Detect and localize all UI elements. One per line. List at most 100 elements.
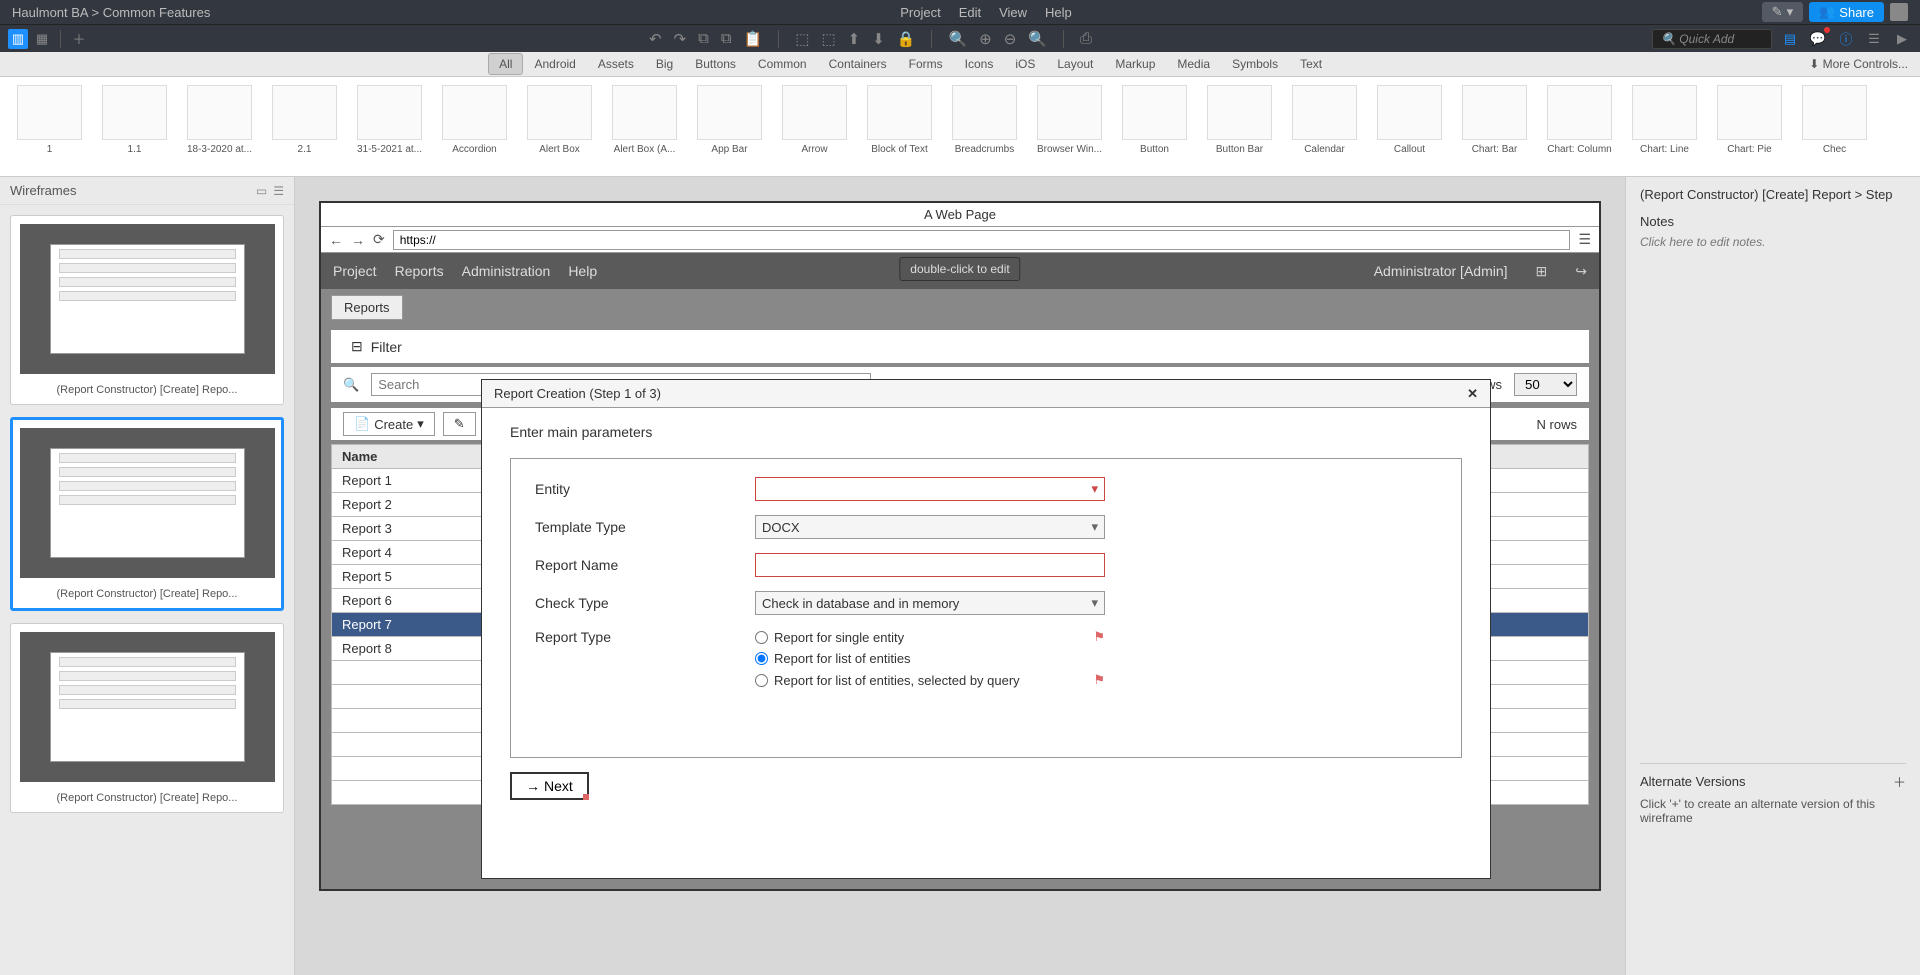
component-tab-forms[interactable]: Forms xyxy=(898,53,954,75)
panel1-icon[interactable]: ▤ xyxy=(1780,29,1800,49)
reports-tab[interactable]: Reports xyxy=(331,295,403,320)
single-view-icon[interactable]: ▥ xyxy=(8,29,28,49)
component-item[interactable]: Breadcrumbs xyxy=(947,85,1022,168)
thumb-view-icon[interactable]: ☰ xyxy=(273,184,284,198)
component-tab-big[interactable]: Big xyxy=(645,53,684,75)
component-item[interactable]: App Bar xyxy=(692,85,767,168)
app-menu-admin[interactable]: Administration xyxy=(462,263,551,279)
entity-combo[interactable]: ▾ xyxy=(755,477,1105,501)
group-icon[interactable]: ⬚ xyxy=(795,30,809,48)
component-tab-media[interactable]: Media xyxy=(1166,53,1221,75)
component-item[interactable]: Arrow xyxy=(777,85,852,168)
wireframe-card[interactable]: (Report Constructor) [Create] Repo... xyxy=(10,417,284,611)
radio-input[interactable] xyxy=(755,631,768,644)
reload-icon[interactable]: ⟳ xyxy=(373,231,385,248)
grid-view-icon[interactable]: ▦ xyxy=(32,29,52,49)
component-item[interactable]: Chart: Pie xyxy=(1712,85,1787,168)
component-item[interactable]: Button Bar xyxy=(1202,85,1277,168)
radio-option[interactable]: Report for single entity⚑ xyxy=(755,629,1105,645)
notes-hint[interactable]: Click here to edit notes. xyxy=(1640,235,1906,249)
logout-icon[interactable]: ↪ xyxy=(1575,263,1587,280)
wireframe-card[interactable]: (Report Constructor) [Create] Repo... xyxy=(10,623,284,813)
component-tab-symbols[interactable]: Symbols xyxy=(1221,53,1289,75)
chat-icon[interactable]: 💬 xyxy=(1808,29,1828,49)
url-input[interactable] xyxy=(393,230,1571,250)
component-item[interactable]: Accordion xyxy=(437,85,512,168)
component-tab-all[interactable]: All xyxy=(488,53,523,75)
wireframe-card[interactable]: (Report Constructor) [Create] Repo... xyxy=(10,215,284,405)
undo-icon[interactable]: ↶ xyxy=(649,30,662,48)
component-tab-containers[interactable]: Containers xyxy=(818,53,898,75)
component-item[interactable]: Calendar xyxy=(1287,85,1362,168)
component-tab-icons[interactable]: Icons xyxy=(954,53,1005,75)
share-button[interactable]: 👥Share xyxy=(1809,2,1884,22)
radio-option[interactable]: Report for list of entities, selected by… xyxy=(755,672,1105,688)
add-version-button[interactable]: ＋ xyxy=(1893,772,1906,791)
windows-icon[interactable]: ⊞ xyxy=(1536,263,1548,280)
play-icon[interactable]: ▶ xyxy=(1892,29,1912,49)
quick-add-input[interactable]: 🔍 Quick Add xyxy=(1652,29,1772,49)
component-item[interactable]: Chart: Column xyxy=(1542,85,1617,168)
rows-select[interactable]: 50 xyxy=(1514,373,1577,396)
component-tab-assets[interactable]: Assets xyxy=(587,53,645,75)
paste-icon[interactable]: 📋 xyxy=(744,30,763,48)
check-type-combo[interactable]: Check in database and in memory▾ xyxy=(755,591,1105,615)
zoom-fit-icon[interactable]: ⊕ xyxy=(979,30,992,48)
edit-button[interactable]: ✎▾ xyxy=(1762,2,1803,22)
close-icon[interactable]: ✕ xyxy=(1467,386,1478,402)
component-tab-layout[interactable]: Layout xyxy=(1046,53,1104,75)
radio-input[interactable] xyxy=(755,652,768,665)
component-item[interactable]: Chart: Line xyxy=(1627,85,1702,168)
panel2-icon[interactable]: ☰ xyxy=(1864,29,1884,49)
menu-icon[interactable]: ☰ xyxy=(1578,231,1591,248)
component-item[interactable]: Browser Win... xyxy=(1032,85,1107,168)
component-tab-buttons[interactable]: Buttons xyxy=(684,53,747,75)
component-item[interactable]: 18-3-2020 at... xyxy=(182,85,257,168)
menu-edit[interactable]: Edit xyxy=(959,5,981,20)
component-tab-text[interactable]: Text xyxy=(1289,53,1333,75)
app-menu-reports[interactable]: Reports xyxy=(395,263,444,279)
redo-icon[interactable]: ↷ xyxy=(674,30,687,48)
component-item[interactable]: 31-5-2021 at... xyxy=(352,85,427,168)
template-combo[interactable]: DOCX▾ xyxy=(755,515,1105,539)
radio-input[interactable] xyxy=(755,674,768,687)
component-item[interactable]: Block of Text xyxy=(862,85,937,168)
menu-project[interactable]: Project xyxy=(900,5,940,20)
zoom-actual-icon[interactable]: ⊖ xyxy=(1004,30,1017,48)
component-item[interactable]: 2.1 xyxy=(267,85,342,168)
component-item[interactable]: Chart: Bar xyxy=(1457,85,1532,168)
export-icon[interactable]: ⎙ xyxy=(1080,30,1092,48)
copy-icon[interactable]: ⧉ xyxy=(698,30,709,48)
component-item[interactable]: 1 xyxy=(12,85,87,168)
create-button[interactable]: 📄 Create ▾ xyxy=(343,412,435,436)
back-icon[interactable]: ⬇ xyxy=(872,30,885,48)
component-tab-common[interactable]: Common xyxy=(747,53,818,75)
zoom-out-icon[interactable]: 🔍 xyxy=(1028,30,1047,48)
copy2-icon[interactable]: ⧉ xyxy=(721,30,732,48)
ungroup-icon[interactable]: ⬚ xyxy=(821,30,835,48)
tool-btn-1[interactable]: ✎ xyxy=(443,412,476,436)
list-view-icon[interactable]: ▭ xyxy=(256,184,267,198)
lock-icon[interactable]: 🔒 xyxy=(897,30,916,48)
avatar[interactable] xyxy=(1890,3,1908,21)
breadcrumb[interactable]: Haulmont BA > Common Features xyxy=(12,5,210,20)
forward-icon[interactable]: → xyxy=(351,232,365,248)
app-menu-project[interactable]: Project xyxy=(333,263,377,279)
component-item[interactable]: Chec xyxy=(1797,85,1872,168)
back-icon[interactable]: ← xyxy=(329,232,343,248)
component-item[interactable]: 1.1 xyxy=(97,85,172,168)
component-tab-markup[interactable]: Markup xyxy=(1104,53,1166,75)
canvas[interactable]: A Web Page ← → ⟳ ☰ Project Reports Admin… xyxy=(295,177,1625,975)
component-item[interactable]: Button xyxy=(1117,85,1192,168)
component-item[interactable]: Callout xyxy=(1372,85,1447,168)
menu-help[interactable]: Help xyxy=(1045,5,1072,20)
component-tab-android[interactable]: Android xyxy=(523,53,586,75)
zoom-in-icon[interactable]: 🔍 xyxy=(948,30,967,48)
collapse-icon[interactable]: ⊟ xyxy=(351,338,363,355)
app-menu-help[interactable]: Help xyxy=(568,263,597,279)
menu-view[interactable]: View xyxy=(999,5,1027,20)
report-name-input[interactable] xyxy=(755,553,1105,577)
component-item[interactable]: Alert Box (A... xyxy=(607,85,682,168)
next-button[interactable]: → Next xyxy=(510,772,589,800)
info-icon[interactable]: ⓘ xyxy=(1836,29,1856,49)
